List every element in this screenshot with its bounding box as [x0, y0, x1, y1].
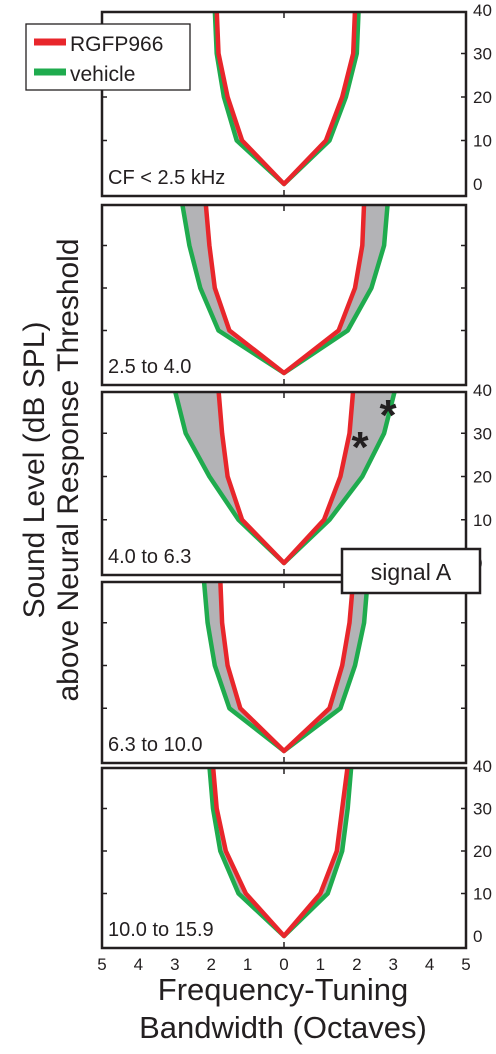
x-tick-label: 4 — [134, 955, 143, 974]
x-axis-label-line2: Bandwidth (Octaves) — [139, 1010, 427, 1045]
panel-2-shade-right — [284, 205, 388, 373]
panel-2-rgfp966-curve — [203, 205, 367, 376]
y-tick-label: 20 — [473, 468, 492, 487]
panel-4-cf-label: 6.3 to 10.0 — [108, 734, 203, 756]
panel-1-cf-label: CF < 2.5 kHz — [108, 167, 225, 189]
y-tick-label: 20 — [473, 842, 492, 861]
panel-2-shade-left — [182, 205, 284, 373]
x-tick-label: 4 — [425, 955, 434, 974]
panel-4-rgfp966-curve — [218, 582, 356, 754]
panel-1-rgfp966-curve — [214, 12, 358, 187]
legend: RGFP966 vehicle — [25, 23, 191, 91]
panel-2: 2.5 to 4.0 — [100, 203, 468, 387]
panel-1-vehicle-curve — [212, 12, 361, 187]
panel-5: 10.0 to 15.9 0 10 20 30 40 — [100, 757, 492, 950]
x-tick-label: 3 — [388, 955, 397, 974]
panel-5-cf-label: 10.0 to 15.9 — [108, 919, 214, 941]
signal-a-box — [340, 547, 482, 595]
y-tick-label: 40 — [473, 1, 492, 20]
x-tick-label: 2 — [352, 955, 361, 974]
x-axis-label: Frequency-Tuning — [158, 972, 408, 1007]
panel-1: CF < 2.5 kHz 0 10 20 30 40 — [100, 1, 492, 198]
x-tick-label: 0 — [279, 955, 288, 974]
x-tick-labels: 5 4 3 2 1 0 1 2 3 4 5 — [97, 955, 470, 974]
panel-5-rgfp966-curve — [210, 768, 350, 939]
x-tick-label: 5 — [461, 955, 470, 974]
x-tick-label: 1 — [316, 955, 325, 974]
y-tick-label: 30 — [473, 800, 492, 819]
y-tick-label: 20 — [473, 88, 492, 107]
y-tick-label: 10 — [473, 885, 492, 904]
y-tick-label: 30 — [473, 45, 492, 64]
y-tick-label: 40 — [473, 757, 492, 776]
y-tick-label: 40 — [473, 381, 492, 400]
significance-star-1: * — [379, 391, 397, 440]
panel-4-plot-area — [201, 582, 370, 754]
x-tick-label: 2 — [206, 955, 215, 974]
signal-a-annotation: signal A — [340, 547, 482, 595]
panel-5-plot-area — [207, 768, 354, 939]
panel-3: 4.0 to 6.3010203040 — [100, 381, 492, 577]
panel-3-shade-left — [175, 392, 284, 563]
y-tick-label: 30 — [473, 424, 492, 443]
x-tick-label: 5 — [97, 955, 106, 974]
panel-3-plot-area — [172, 392, 397, 566]
panel-1-plot-area — [212, 12, 361, 187]
legend-label-rgfp966: RGFP966 — [70, 33, 163, 56]
panel-3-cf-label: 4.0 to 6.3 — [108, 546, 191, 568]
panel-3-rgfp966-curve — [216, 392, 356, 566]
x-tick-label: 3 — [170, 955, 179, 974]
panel-3-shade-right — [284, 392, 395, 563]
y-axis-label-line2: above Neural Response Threshold — [52, 238, 85, 701]
panel-5-vehicle-curve — [207, 768, 354, 939]
significance-star-2: * — [351, 423, 369, 472]
y-tick-label: 10 — [473, 132, 492, 151]
y-tick-label: 0 — [473, 927, 482, 946]
y-axis-label-line1: Sound Level (dB SPL) — [18, 322, 51, 619]
panels: CF < 2.5 kHz 0 10 20 30 40 2.5 to 4.0 4.0 to 6.… — [100, 1, 492, 950]
y-tick-label: 10 — [473, 511, 492, 530]
x-tick-label: 1 — [243, 955, 252, 974]
panel-2-cf-label: 2.5 to 4.0 — [108, 356, 191, 378]
panel-2-plot-area — [180, 205, 390, 376]
panel-4: 6.3 to 10.0 — [100, 580, 468, 765]
y-tick-label: 0 — [473, 175, 482, 194]
legend-box — [25, 23, 191, 91]
signal-a-label: signal A — [371, 559, 452, 585]
legend-label-vehicle: vehicle — [70, 63, 135, 86]
